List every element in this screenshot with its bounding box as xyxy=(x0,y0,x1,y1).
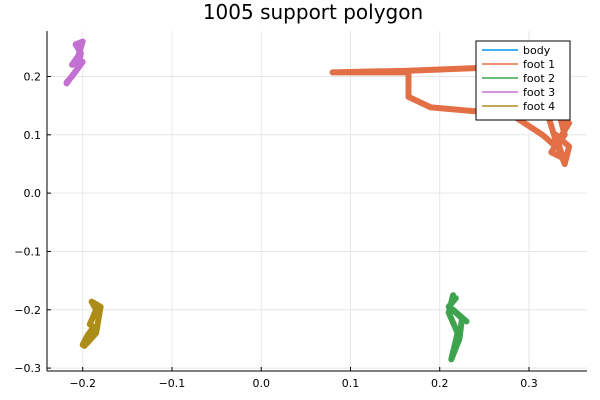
x-tick-labels: −0.2 −0.1 0.0 0.1 0.2 0.3 xyxy=(69,367,538,390)
x-tick-label: 0.0 xyxy=(252,377,270,390)
chart-title: 1005 support polygon xyxy=(203,0,423,24)
y-tick-label: 0.2 xyxy=(24,70,42,83)
y-tick-label: 0.0 xyxy=(24,187,42,200)
series-line-foot-4 xyxy=(79,298,104,349)
x-tick-label: 0.2 xyxy=(431,377,449,390)
y-tick-labels: −0.3 −0.2 −0.1 0.0 0.1 0.2 xyxy=(14,70,51,375)
series-line-foot-2 xyxy=(445,292,470,363)
axes xyxy=(46,31,587,372)
x-tick-label: 0.3 xyxy=(520,377,538,390)
legend-label: foot 4 xyxy=(523,100,555,113)
series-line-foot-3 xyxy=(63,38,86,87)
legend-label: foot 3 xyxy=(523,86,555,99)
y-tick-label: −0.2 xyxy=(14,304,41,317)
legend-label: foot 2 xyxy=(523,72,555,85)
y-tick-label: −0.1 xyxy=(14,245,41,258)
x-tick-label: −0.1 xyxy=(159,377,186,390)
x-tick-label: 0.1 xyxy=(342,377,360,390)
legend-label: foot 1 xyxy=(523,58,555,71)
x-tick-label: −0.2 xyxy=(69,377,96,390)
legend-box xyxy=(475,40,571,121)
y-tick-label: 0.1 xyxy=(24,129,42,142)
y-tick-label: −0.3 xyxy=(14,362,41,375)
legend-label: body xyxy=(523,44,551,57)
